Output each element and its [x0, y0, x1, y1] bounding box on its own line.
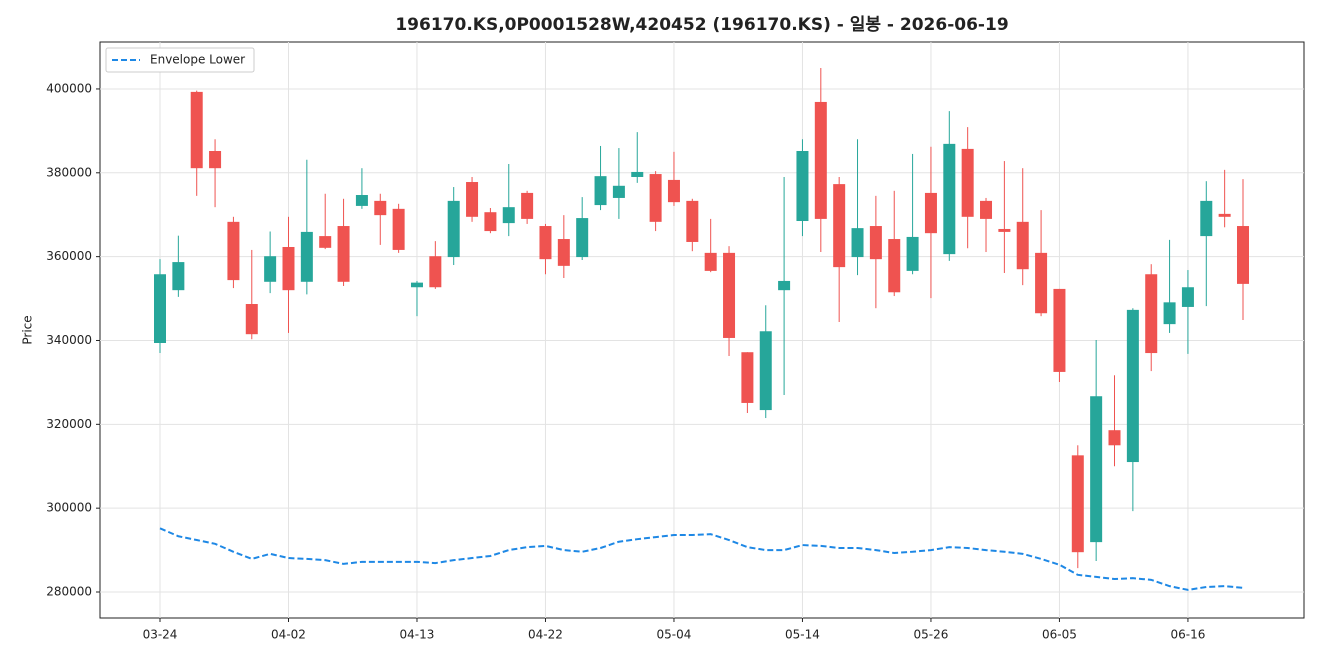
x-tick-label: 04-02: [271, 628, 306, 642]
x-tick-label: 06-05: [1042, 628, 1077, 642]
candle-body: [355, 195, 368, 206]
x-tick-label: 05-04: [657, 628, 692, 642]
candle-body: [447, 200, 460, 258]
y-tick-label: 400000: [46, 81, 92, 95]
candle-body: [410, 282, 423, 288]
candle-body: [466, 182, 479, 217]
legend-label: Envelope Lower: [150, 53, 245, 67]
y-tick-label: 340000: [46, 333, 92, 347]
candle-body: [1163, 302, 1176, 325]
candle-body: [1016, 221, 1029, 270]
candle-body: [521, 192, 534, 219]
envelope-line: [159, 527, 1244, 591]
candle-body: [704, 252, 717, 271]
candle-body: [209, 150, 222, 169]
candle-body: [686, 200, 699, 242]
candle-body: [1200, 200, 1213, 237]
candle-body: [1035, 252, 1048, 314]
candle-body: [980, 200, 993, 219]
x-tick-label: 04-22: [528, 628, 563, 642]
y-tick-label: 360000: [46, 249, 92, 263]
candle-body: [392, 208, 405, 250]
candle-body: [319, 236, 332, 248]
candle-body: [1053, 288, 1066, 372]
candle-body: [612, 185, 625, 198]
candle-body: [245, 304, 258, 335]
candle-body: [906, 236, 919, 271]
x-tick-label: 05-26: [914, 628, 949, 642]
candle-body: [888, 239, 901, 293]
candle-body: [833, 184, 846, 268]
y-tick-label: 320000: [46, 417, 92, 431]
candle-body: [484, 212, 497, 232]
candle-body: [1108, 430, 1121, 446]
candle-body: [1090, 396, 1103, 543]
candle-body: [337, 226, 350, 282]
candle-body: [851, 228, 864, 258]
x-tick-label: 04-13: [400, 628, 435, 642]
legend-box: [105, 47, 255, 73]
x-tick-label: 06-16: [1170, 628, 1205, 642]
candle-body: [1181, 287, 1194, 307]
candle-body: [723, 252, 736, 338]
candle-body: [557, 239, 570, 266]
y-tick-label: 280000: [46, 585, 92, 599]
candle-body: [1145, 274, 1158, 354]
plot-frame: [99, 41, 1305, 619]
candle-body: [227, 221, 240, 281]
candle-body: [814, 101, 827, 219]
y-axis-label: Price: [21, 315, 35, 344]
candle-body: [594, 176, 607, 206]
candle-body: [631, 171, 644, 177]
candle-body: [539, 226, 552, 260]
candle-body: [172, 262, 185, 291]
candle-body: [924, 192, 937, 234]
candle-body: [1071, 455, 1084, 553]
candle-body: [502, 207, 515, 224]
candle-body: [869, 226, 882, 260]
candle-body: [374, 200, 387, 216]
candle-body: [961, 148, 974, 217]
legend: Envelope Lower: [105, 47, 255, 73]
y-tick-label: 380000: [46, 165, 92, 179]
candle-body: [300, 231, 313, 282]
candle-body: [741, 352, 754, 403]
candle-body: [998, 228, 1011, 232]
chart-title: 196170.KS,0P0001528W,420452 (196170.KS) …: [395, 15, 1008, 35]
x-tick-label: 05-14: [785, 628, 820, 642]
candle-body: [1126, 309, 1139, 463]
candle-body: [429, 256, 442, 288]
candle-body: [667, 179, 680, 203]
candle-body: [154, 274, 166, 343]
candle-body: [1218, 213, 1231, 217]
y-tick-label: 300000: [46, 501, 92, 515]
candle-body: [759, 331, 772, 411]
candle-body: [796, 150, 809, 222]
candle-body: [1237, 226, 1249, 284]
candle-body: [778, 280, 791, 291]
candle-body: [282, 246, 295, 291]
candle-body: [649, 174, 662, 222]
candle-body: [943, 143, 956, 255]
candle-body: [576, 218, 589, 258]
candle-body: [190, 91, 203, 169]
candle-body: [264, 256, 277, 282]
x-tick-label: 03-24: [143, 628, 178, 642]
